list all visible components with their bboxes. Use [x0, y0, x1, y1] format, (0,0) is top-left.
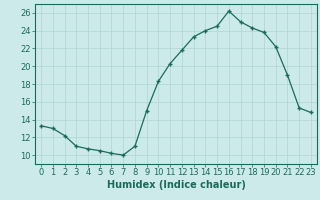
X-axis label: Humidex (Indice chaleur): Humidex (Indice chaleur): [107, 180, 245, 190]
